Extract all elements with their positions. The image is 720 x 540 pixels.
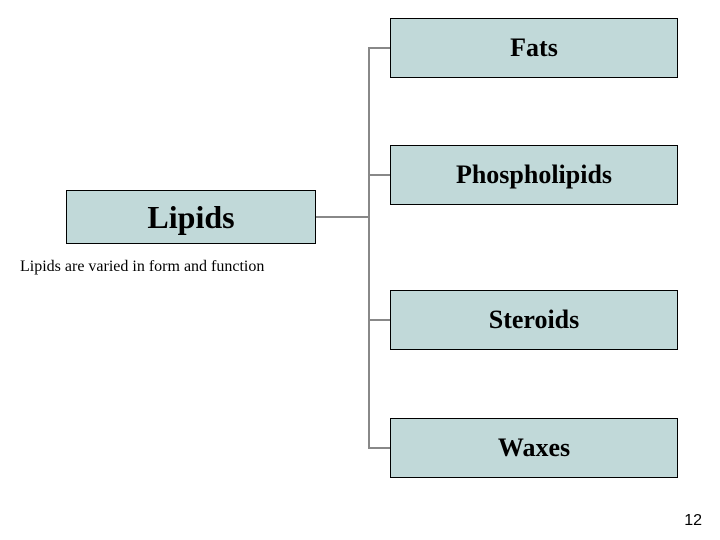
connector-stub-1 [368,174,390,176]
child-label: Steroids [489,305,580,335]
child-node-1: Phospholipids [390,145,678,205]
child-label: Waxes [498,433,570,463]
child-node-3: Waxes [390,418,678,478]
child-node-0: Fats [390,18,678,78]
page-number: 12 [684,512,702,530]
child-label: Phospholipids [456,160,612,190]
child-node-2: Steroids [390,290,678,350]
root-title: Lipids [147,199,234,236]
root-node: Lipids [66,190,316,244]
connector-spine [368,48,370,448]
child-label: Fats [510,33,558,63]
connector-stub-2 [368,319,390,321]
connector-trunk [316,216,368,218]
connector-stub-3 [368,447,390,449]
root-subtitle: Lipids are varied in form and function [20,258,264,276]
connector-stub-0 [368,47,390,49]
